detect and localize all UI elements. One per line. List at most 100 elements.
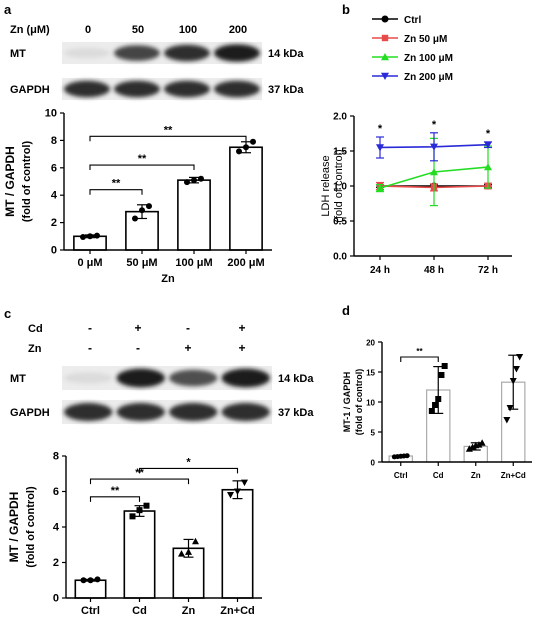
data-point bbox=[178, 550, 185, 557]
data-point bbox=[185, 548, 192, 555]
blot-c: MT 14 kDa GAPDH 37 kDa bbox=[10, 366, 314, 424]
significance-star: * bbox=[486, 128, 491, 140]
y-axis-label-unit: (fold of control) bbox=[21, 141, 33, 223]
significance-bracket bbox=[400, 356, 439, 362]
x-tick-label: 48 h bbox=[424, 265, 444, 276]
data-point bbox=[509, 378, 517, 385]
blot-a-band-1-0 bbox=[64, 80, 110, 98]
x-tick-label: Zn bbox=[471, 471, 481, 480]
data-point bbox=[236, 148, 242, 155]
x-tick-label: Zn+Cd bbox=[501, 471, 526, 480]
blot-c-band-0-0 bbox=[64, 372, 113, 384]
blot-a-treatment-label: Zn (μM) bbox=[10, 24, 50, 36]
blot-c-conditions: Cd - + - + Zn - - + + bbox=[28, 321, 246, 355]
y-axis-label-unit: (fold of control) bbox=[25, 486, 37, 568]
data-point bbox=[435, 396, 442, 402]
blot-a: MT 14 kDa GAPDH 37 kDa bbox=[10, 42, 304, 100]
chart-d: 0 5 10 15 20 Ctrl Cd Zn Zn+Cd ** MT-1 / GAPDH (fold… bbox=[342, 339, 532, 480]
data-point bbox=[191, 177, 197, 184]
data-point bbox=[227, 492, 234, 499]
blot-a-strip-0 bbox=[62, 42, 262, 64]
legend-marker bbox=[381, 53, 389, 61]
data-point bbox=[484, 163, 492, 171]
data-point bbox=[478, 439, 486, 446]
blot-a-kda-0: 14 kDa bbox=[268, 48, 304, 60]
y-tick-label: 0.5 bbox=[333, 217, 347, 228]
blot-c-band-1-1 bbox=[116, 403, 165, 421]
blot-c-sign: - bbox=[88, 321, 92, 335]
blot-c-band-0-3 bbox=[221, 368, 270, 388]
data-point bbox=[428, 408, 435, 414]
y-axis-label: MT / GAPDH bbox=[3, 146, 17, 217]
y-tick-label: 10 bbox=[366, 399, 375, 408]
panel-letter-a: a bbox=[4, 2, 12, 17]
x-tick-label: Ctrl bbox=[394, 471, 408, 480]
data-point bbox=[376, 184, 384, 192]
y-tick-label: 0.0 bbox=[333, 252, 347, 263]
bar bbox=[177, 179, 211, 251]
blot-c-row-label-1: GAPDH bbox=[10, 407, 50, 419]
bar bbox=[229, 146, 263, 251]
data-point bbox=[438, 372, 445, 378]
y-axis-label-unit: (fold of control) bbox=[333, 149, 345, 222]
y-axis-label: MT / GAPDH bbox=[7, 492, 21, 563]
y-tick-label: 1.0 bbox=[333, 182, 347, 193]
data-point bbox=[404, 453, 410, 459]
legend-label: Ctrl bbox=[404, 15, 421, 26]
data-point bbox=[241, 479, 248, 487]
y-tick-label: 1.5 bbox=[333, 147, 347, 158]
chart-b: Ctrl Zn 50 μM Zn 100 μM Zn 200 μM 0.0 0.5 1.0 1… bbox=[320, 15, 512, 276]
blot-c-sign: - bbox=[186, 321, 190, 335]
y-tick-label: 15 bbox=[366, 369, 375, 378]
blot-c-sign: - bbox=[136, 341, 140, 355]
blot-a-lane-label: 0 bbox=[85, 24, 91, 36]
blot-a-kda-1: 37 kDa bbox=[268, 84, 304, 96]
bar bbox=[221, 488, 254, 599]
significance-bracket bbox=[89, 189, 143, 195]
data-point bbox=[234, 488, 241, 495]
blot-a-strip-1 bbox=[62, 78, 262, 100]
blot-a-band-0-2 bbox=[164, 44, 210, 62]
blot-a-band-1-3 bbox=[214, 80, 260, 98]
data-point bbox=[132, 215, 138, 222]
y-tick-label: 8 bbox=[53, 451, 59, 463]
legend-marker bbox=[381, 72, 389, 80]
panel-letter-d: d bbox=[342, 303, 350, 318]
blot-c-condition-label: Zn bbox=[28, 343, 42, 355]
x-tick-label: 72 h bbox=[478, 265, 498, 276]
significance-label: ** bbox=[138, 153, 147, 165]
blot-c-band-1-2 bbox=[169, 403, 218, 421]
y-tick-label: 6 bbox=[51, 162, 57, 174]
y-tick-label: 0 bbox=[51, 245, 57, 257]
data-point bbox=[243, 144, 249, 151]
blot-a-band-0-0 bbox=[64, 47, 110, 59]
y-tick-label: 4 bbox=[53, 522, 60, 534]
blot-c-sign: + bbox=[238, 321, 245, 335]
y-tick-label: 4 bbox=[51, 190, 58, 202]
bar bbox=[123, 510, 156, 599]
data-point bbox=[184, 179, 190, 186]
data-point bbox=[129, 513, 136, 520]
data-point bbox=[430, 168, 438, 176]
blot-c-sign: + bbox=[184, 341, 191, 355]
x-tick-label: Zn bbox=[182, 605, 196, 617]
x-tick-label: Zn+Cd bbox=[220, 605, 255, 617]
data-point bbox=[139, 207, 145, 214]
y-tick-label: 0 bbox=[371, 459, 376, 468]
data-point bbox=[94, 232, 100, 239]
data-point bbox=[465, 445, 473, 452]
blot-a-band-0-1 bbox=[114, 45, 160, 61]
blot-c-sign: + bbox=[238, 341, 245, 355]
blot-a-band-1-1 bbox=[114, 80, 160, 98]
data-point bbox=[503, 417, 511, 424]
data-point bbox=[94, 576, 101, 583]
y-tick-label: 6 bbox=[53, 486, 59, 498]
blot-a-lane-label: 200 bbox=[229, 24, 247, 36]
significance-bracket bbox=[89, 496, 141, 502]
significance-bracket bbox=[89, 478, 190, 485]
blot-c-band-0-1 bbox=[116, 368, 165, 388]
x-tick-label: 100 μM bbox=[175, 257, 212, 269]
y-axis-label: LDH release bbox=[320, 155, 332, 216]
blot-a-band-1-2 bbox=[164, 80, 210, 98]
blot-c-band-1-3 bbox=[221, 403, 270, 421]
